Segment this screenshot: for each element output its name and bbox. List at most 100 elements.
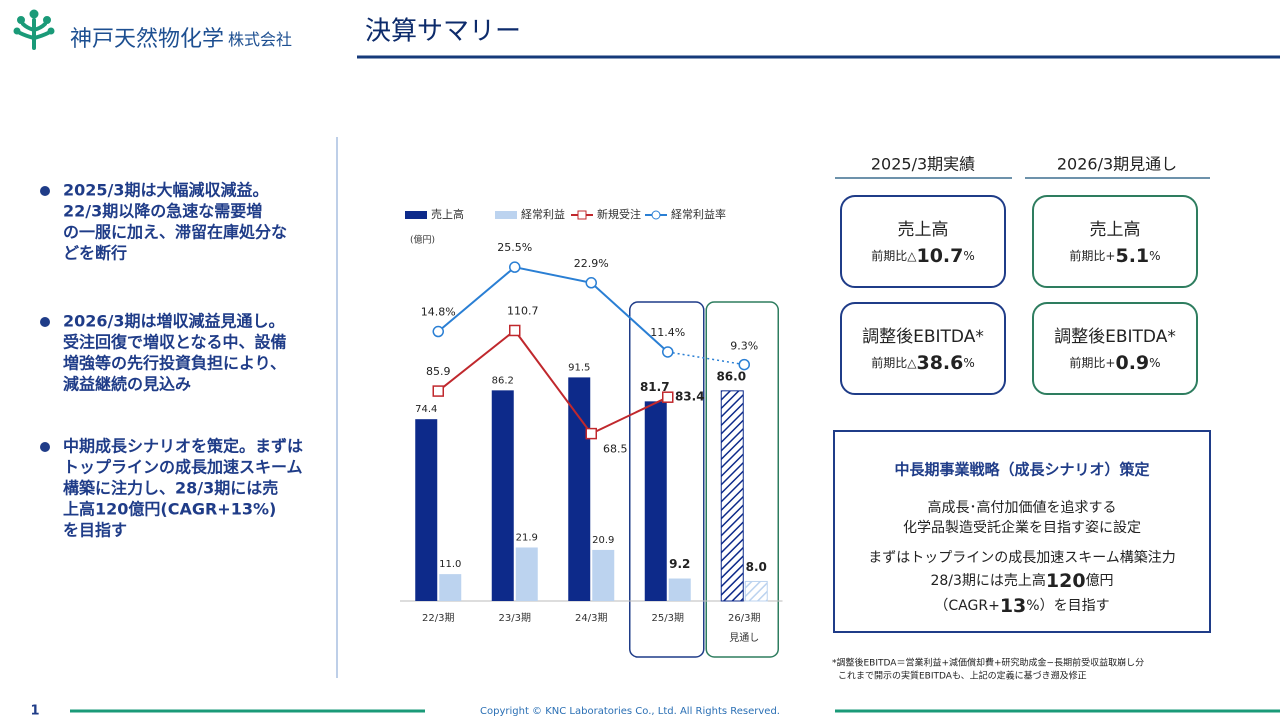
footnote: *調整後EBITDA＝営業利益+減価償却費+研究助成金−長期前受収益取崩し分 [832,657,1144,669]
logo-icon [13,9,55,50]
unit-label: (億円) [410,234,435,246]
line-value-label: 83.4 [675,390,705,404]
kpi-change: 前期比△10.7% [871,245,975,267]
line-value-label: 14.8% [421,306,456,319]
legend-label: 新規受注 [597,207,641,221]
kpi-change: 前期比+5.1% [1069,245,1160,267]
kpi-label: 調整後EBITDA* [1054,327,1176,347]
strategy-line: 化学品製造受託企業を目指す姿に設定 [903,519,1141,536]
kpi-change: 前期比△38.6% [871,352,975,374]
page-number: 1 [30,704,39,719]
bullet-text: 2025/3期は大幅減収減益。 [63,181,269,200]
highlight-box [629,301,705,658]
line-value-label: 25.5% [497,241,532,254]
bar-value-label: 86.0 [716,369,746,383]
company-name: 神戸天然物化学 株式会社 [70,27,292,52]
bar [439,574,462,601]
kpi-prefix: 前期比+ [1069,248,1115,263]
legend-label: 経常利益 [521,207,565,221]
bar-value-label: 74.4 [415,404,437,415]
strategy-box [833,430,1211,633]
card-header: 2026/3期見通し [1057,155,1177,174]
legend-swatch [577,210,587,220]
bar [644,401,667,601]
strategy-text: 化学品製造受託企業を目指す姿に設定 [903,519,1141,536]
x-tick-label: 22/3期 [422,612,454,624]
strategy-line: 高成長･高付加価値を追求する [928,499,1117,516]
strategy-text: 13 [1000,595,1026,617]
legend-swatch [651,210,661,220]
bar-value-label: 81.7 [640,380,670,394]
x-tick-label: 25/3期 [652,612,684,624]
kpi-label: 調整後EBITDA* [862,327,984,347]
line-marker [662,346,674,358]
bar-value-label: 11.0 [439,559,461,570]
kpi-prefix: 前期比+ [1069,355,1115,370]
bullet-text: 構築に注力し、28/3期には売 [63,479,278,498]
company-suffix: 株式会社 [228,30,292,49]
x-tick-label: 24/3期 [575,612,607,624]
strategy-line: 28/3期には売上高120億円 [930,570,1113,592]
card-header: 2025/3期実績 [871,155,975,174]
kpi-unit: % [1149,249,1160,263]
line-series [437,329,669,435]
line-marker [432,325,444,338]
kpi-label: 売上高 [1090,220,1141,240]
bullet-dot [40,442,50,452]
x-tick-label: 見通し [729,632,759,644]
line-value-label: 68.5 [603,443,628,456]
bullet-dot [40,317,50,327]
line-series [437,266,669,353]
line-marker [662,391,674,403]
x-tick-label: 26/3期 [728,612,760,624]
bar [515,547,538,601]
strategy-line: （CAGR+13%）を目指す [934,595,1109,617]
line-value-label: 9.3% [730,340,758,353]
bar-value-label: 91.5 [568,362,590,373]
bullet-text: 上高120億円(CAGR+13%) [63,500,276,519]
bullet-text: どを断行 [63,244,127,263]
kpi-unit: % [963,249,974,263]
bar [491,390,514,601]
kpi-prefix: 前期比△ [871,248,917,263]
bullet-text: 増強等の先行投資負担により、 [63,354,286,373]
bullet-text: 22/3期以降の急速な需要増 [63,202,262,221]
kpi-value: 38.6 [916,352,963,374]
kpi-card [1032,195,1198,288]
kpi-value: 10.7 [916,245,963,267]
bullet-text: を目指す [63,521,127,540]
legend-label: 売上高 [431,207,464,221]
line-value-label: 22.9% [574,257,609,270]
line-marker [509,324,521,337]
kpi-label: 売上高 [898,220,949,240]
strategy-text: 億円 [1086,573,1114,589]
bullet-text: 中期成長シナリオを策定。まずは [63,437,303,456]
bar [668,578,691,601]
bullet-text: 2026/3期は増収減益見通し。 [63,312,285,331]
bar [592,549,615,601]
kpi-prefix: 前期比△ [871,355,917,370]
kpi-value: 5.1 [1115,245,1149,267]
kpi-change: 前期比+0.9% [1069,352,1160,374]
copyright: Copyright © KNC Laboratories Co., Ltd. A… [480,706,780,717]
x-tick-label: 23/3期 [499,612,531,624]
strategy-text: 28/3期には売上高 [930,572,1045,589]
bar-value-label: 9.2 [669,557,690,571]
legend-swatch [495,211,517,219]
strategy-text: 高成長･高付加価値を追求する [928,499,1117,516]
kpi-card [840,302,1006,395]
forecast-box [705,301,779,658]
company-name: 神戸天然物化学 [70,27,224,52]
bullet-text: 減益継続の見込み [63,375,191,394]
strategy-text: %）を目指す [1026,598,1109,614]
strategy-text: （CAGR+ [934,598,999,614]
line-value-label: 110.7 [507,304,539,317]
bullet-text: 受注回復で増収となる中、設備 [63,333,287,352]
kpi-card [1032,302,1198,395]
line-marker [432,385,444,397]
strategy-text: まずはトップラインの成長加速スキーム構築注力 [868,550,1176,566]
line-marker [509,261,521,273]
bullet-dot [40,186,50,196]
bar [744,580,768,602]
